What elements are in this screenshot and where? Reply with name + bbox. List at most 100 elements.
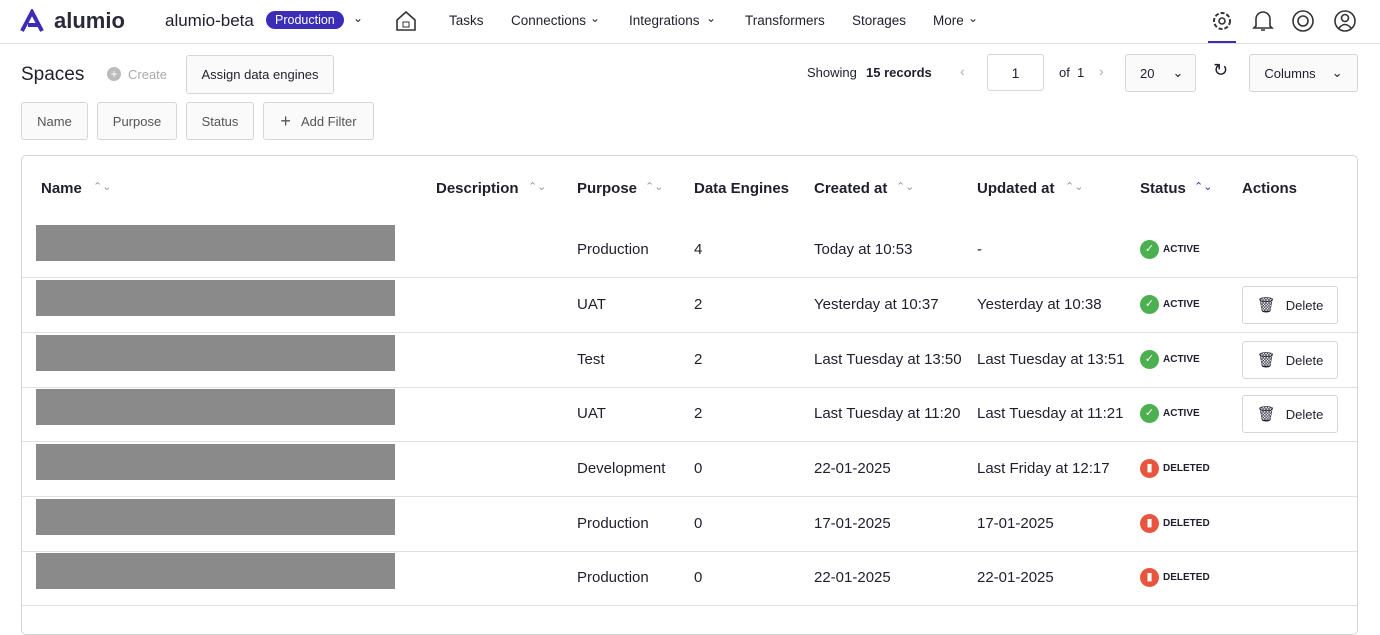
sort-toggle[interactable]: ⌃⌄ [1194, 181, 1213, 193]
sort-toggle[interactable]: ⌃⌄ [528, 181, 547, 193]
status: ACTIVE [1163, 408, 1200, 419]
column-header[interactable]: Name [41, 180, 82, 197]
data-engines: 0 [694, 569, 703, 586]
environment-badge[interactable]: Production [266, 11, 344, 29]
total-pages: 1 [1077, 65, 1085, 80]
chevron[interactable]: ⌄ [353, 11, 364, 25]
delete-label: Delete [1285, 352, 1324, 368]
row-divider [22, 387, 1357, 388]
delete-button[interactable]: 🗑 Delete [1242, 395, 1338, 433]
purpose: Production [577, 569, 649, 586]
nav-item[interactable]: More [933, 13, 964, 28]
prev-page[interactable]: ‹ [960, 63, 965, 79]
settings-icon[interactable] [1208, 8, 1236, 44]
data-engines: 4 [694, 241, 703, 258]
column-header: Data Engines [694, 180, 790, 197]
assign-button[interactable]: Assign data engines [186, 55, 334, 94]
redacted-name [36, 553, 395, 589]
create-icon: + [107, 67, 121, 81]
chevron: ⌄ [706, 11, 717, 25]
trash-icon: 🗑 [1256, 352, 1276, 369]
filter-chip[interactable]: Purpose [97, 102, 177, 140]
created-at: Last Tuesday at 11:20 [814, 405, 961, 422]
nav-item[interactable]: Integrations [629, 13, 700, 28]
status: DELETED [1163, 463, 1210, 474]
of-label: of [1059, 65, 1070, 80]
redacted-name [36, 225, 395, 261]
next-page[interactable]: › [1099, 63, 1104, 79]
purpose: Development [577, 460, 666, 477]
row-divider [22, 496, 1357, 497]
add-filter-label: Add Filter [300, 113, 357, 129]
created-at: 17-01-2025 [814, 515, 891, 532]
chevron: ⌄ [1172, 65, 1184, 80]
redacted-name [36, 335, 395, 371]
column-header[interactable]: Purpose [577, 180, 638, 197]
purpose: Test [577, 351, 605, 368]
redacted-name [36, 444, 395, 480]
filter-chip[interactable]: Status [186, 102, 254, 140]
trash-icon: 🗑 [1256, 297, 1276, 314]
status-icon: ✓ [1140, 295, 1159, 314]
profile-icon[interactable] [1333, 9, 1357, 33]
filter-chip[interactable]: Name [21, 102, 88, 140]
delete-button[interactable]: 🗑 Delete [1242, 341, 1338, 379]
home-icon[interactable] [395, 10, 417, 32]
delete-button[interactable]: 🗑 Delete [1242, 286, 1338, 324]
nav-item[interactable]: Storages [852, 13, 907, 28]
sort-toggle[interactable]: ⌃⌄ [645, 181, 664, 193]
redacted-name [36, 499, 395, 535]
row-divider [22, 551, 1357, 552]
updated-at: Last Tuesday at 11:21 [977, 405, 1124, 422]
chevron: ⌄ [968, 11, 979, 25]
status: ACTIVE [1163, 354, 1200, 365]
column-header[interactable]: Created at [814, 180, 888, 197]
page-input[interactable]: 1 [987, 54, 1044, 91]
updated-at: 22-01-2025 [977, 569, 1054, 586]
status: DELETED [1163, 518, 1210, 529]
column-header[interactable]: Updated at [977, 180, 1055, 197]
row-divider [22, 605, 1357, 606]
created-at: 22-01-2025 [814, 460, 891, 477]
status-icon: ▮ [1140, 459, 1159, 478]
updated-at: - [977, 241, 982, 258]
status: ACTIVE [1163, 244, 1200, 255]
redacted-name [36, 389, 395, 425]
created-at: Yesterday at 10:37 [814, 296, 939, 313]
updated-at: Last Friday at 12:17 [977, 460, 1110, 477]
brand[interactable]: alumio [54, 8, 125, 33]
created-at: Today at 10:53 [814, 241, 913, 258]
notifications-icon[interactable] [1252, 9, 1274, 33]
add-filter[interactable]: + Add Filter [263, 102, 374, 140]
page-title: Spaces [21, 64, 85, 85]
showing-label: Showing [807, 65, 857, 80]
support-icon[interactable] [1291, 9, 1315, 33]
purpose: Production [577, 241, 649, 258]
nav-item[interactable]: Connections [511, 13, 587, 28]
column-header[interactable]: Status [1140, 180, 1186, 197]
page-size[interactable]: 20 ⌄ [1125, 54, 1196, 92]
column-header: Actions [1242, 180, 1298, 197]
workspace[interactable]: alumio-beta [165, 11, 254, 30]
logo-icon[interactable] [20, 9, 56, 33]
redacted-name [36, 280, 395, 316]
data-engines: 0 [694, 515, 703, 532]
refresh-icon[interactable]: ↻ [1213, 60, 1229, 80]
create-button[interactable]: Create [128, 67, 168, 82]
delete-label: Delete [1285, 297, 1324, 313]
status-icon: ✓ [1140, 404, 1159, 423]
sort-toggle[interactable]: ⌃⌄ [93, 181, 112, 193]
column-header[interactable]: Description [436, 180, 519, 197]
row-divider [22, 332, 1357, 333]
columns-button[interactable]: Columns ⌄ [1249, 54, 1358, 92]
purpose: UAT [577, 405, 606, 422]
nav-item[interactable]: Transformers [745, 13, 825, 28]
sort-toggle[interactable]: ⌃⌄ [896, 181, 915, 193]
status: DELETED [1163, 572, 1210, 583]
purpose: Production [577, 515, 649, 532]
sort-toggle[interactable]: ⌃⌄ [1065, 181, 1084, 193]
data-engines: 2 [694, 351, 703, 368]
nav-item[interactable]: Tasks [449, 13, 484, 28]
status-icon: ▮ [1140, 568, 1159, 587]
